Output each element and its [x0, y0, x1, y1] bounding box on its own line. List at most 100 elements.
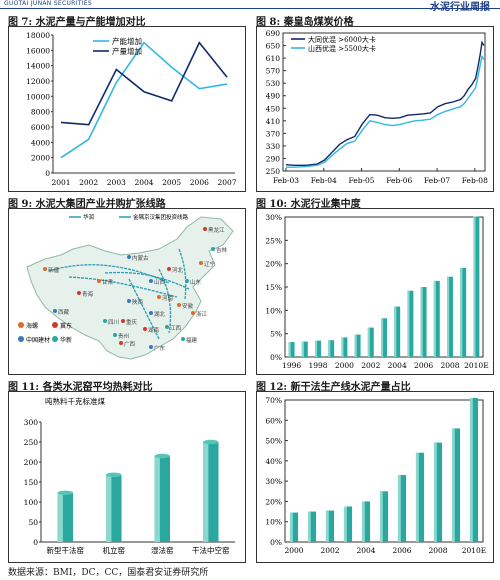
bar-group [433, 442, 443, 542]
y-tick-label: 450 [266, 104, 281, 113]
city-marker [177, 303, 181, 307]
city-marker [203, 227, 207, 231]
legend-group-marker [52, 322, 58, 328]
y-tick-label: 25% [265, 236, 282, 245]
bar-group [341, 337, 348, 357]
bar [361, 501, 371, 542]
y-tick-label: 0 [45, 169, 50, 178]
city-marker [127, 255, 131, 259]
y-tick-label: 200 [24, 458, 39, 467]
bar [315, 340, 321, 357]
bar [379, 491, 389, 542]
bar-highlight [57, 492, 63, 542]
city-label: 青海 [82, 290, 94, 298]
y-tick-label: 18000 [26, 31, 50, 40]
y-tick-label: 50% [265, 437, 282, 446]
bar-group [381, 318, 387, 357]
bar-highlight [307, 511, 311, 542]
city-label: 福建 [186, 336, 198, 344]
bar-highlight [469, 397, 473, 542]
city-label: 安徽 [182, 302, 194, 310]
city-label: 新疆 [48, 266, 60, 274]
city-label: 陕西 [132, 298, 144, 306]
bar [325, 510, 335, 542]
y-tick-label: 0% [270, 538, 282, 547]
x-tick-label: 2006 [414, 361, 433, 370]
fig10-frame: 0% 5% 10% 15% 20% 25% 30% 1996 1998 2000 2002 2004 2… [256, 208, 494, 375]
fig7-title: 图 7: 水泥产量与产能增加对比 [8, 17, 146, 28]
x-tick-label: 1998 [308, 361, 327, 370]
fig7-frame: 0 2000 4000 6000 8000 10000 12000 14000 16000 180… [8, 26, 246, 192]
y-tick-label: 40% [265, 457, 282, 466]
x-tick-label: 2000 [335, 361, 354, 370]
fig8-chart: 250 290 330 370 410 450 490 530 570 610 650 690 Feb-… [266, 29, 488, 185]
bar-group [447, 276, 453, 357]
x-tick-label: Feb-06 [386, 176, 412, 185]
y-tick-label: 30% [265, 477, 282, 486]
bar-group [407, 290, 414, 357]
bar-group [315, 340, 321, 357]
x-tick-label: 2003 [107, 178, 126, 187]
bar-highlight [328, 340, 331, 357]
x-tick-label: 2010E [462, 546, 487, 555]
bar-group [473, 216, 480, 357]
bar [469, 397, 479, 542]
bar-highlight [367, 327, 370, 357]
bar-cap [202, 439, 219, 445]
series-line-1 [60, 41, 228, 159]
bar-group [460, 267, 467, 357]
fig12-chart: 0% 10% 20% 30% 40% 50% 60% 70% 2000 2002 2004 2006 2… [265, 396, 487, 555]
bar [394, 306, 401, 357]
y-tick-label: 490 [266, 92, 281, 101]
city-label: 甘肃 [102, 278, 114, 286]
bar-highlight [420, 287, 423, 357]
bar-group [328, 340, 335, 357]
fig10-chart: 0% 5% 10% 15% 20% 25% 30% 1996 1998 2000 2002 2004 2… [265, 213, 488, 370]
x-tick-label: 2005 [162, 178, 181, 187]
x-tick-label: 2008 [440, 361, 459, 370]
brand-name: GUOTAI JUNAN SECURITIES [4, 0, 92, 7]
y-tick-label: 2000 [31, 154, 50, 163]
bar [420, 287, 427, 357]
bar-group [433, 280, 440, 357]
bar-group [415, 452, 425, 542]
fig9-title: 图 9: 水泥大集团产业并购扩张线路 [8, 199, 166, 210]
city-label: 吉林 [216, 246, 228, 254]
y-tick-label: 330 [266, 142, 281, 151]
plot-border [282, 32, 486, 172]
legend-group-marker [18, 322, 24, 328]
bar-highlight [415, 452, 419, 542]
china-map-outline [26, 216, 234, 360]
bar-group [379, 491, 389, 542]
y-tick-label: 10% [265, 306, 282, 315]
bar [289, 512, 299, 542]
y-tick-label: 410 [266, 117, 281, 126]
bar-highlight [397, 475, 401, 542]
city-marker [167, 267, 171, 271]
city-marker [149, 311, 153, 315]
city-marker [185, 279, 189, 283]
y-tick-label: 150 [24, 478, 39, 487]
y-tick-label: 10% [265, 518, 282, 527]
x-tick-label: 干法中空窑 [192, 545, 230, 555]
legend-group-label: 冀东 [60, 322, 72, 330]
city-marker [53, 309, 57, 313]
y-tick-label: 690 [266, 29, 281, 38]
city-marker [149, 345, 153, 349]
y-tick-label: 0 [33, 538, 38, 547]
bar-highlight [315, 340, 318, 357]
fig11-chart: 吨熟料千克标准煤 0 50 100 150 200 250 300 新型干法窑 机立窑 湿法窑 干法中… [24, 396, 235, 555]
bar-group [202, 439, 219, 542]
city-marker [127, 299, 131, 303]
y-tick-label: 12000 [26, 77, 50, 86]
fig12-frame: 0% 10% 20% 30% 40% 50% 60% 70% 2000 2002 2004 2006 2… [256, 391, 494, 563]
y-tick-label: 570 [266, 67, 281, 76]
bar-highlight [460, 267, 463, 357]
header-rule [0, 8, 500, 9]
city-marker [199, 261, 203, 265]
y-tick-label: 250 [24, 438, 39, 447]
bar-highlight [381, 318, 384, 357]
x-tick-label: Feb-07 [424, 176, 450, 185]
bar [433, 442, 443, 542]
